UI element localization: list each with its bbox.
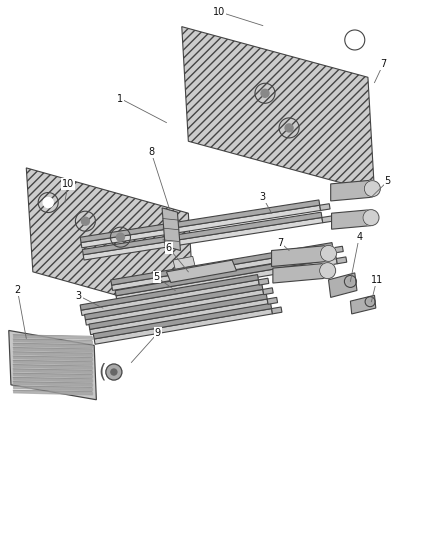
Text: (: ( [98, 362, 106, 382]
Polygon shape [90, 299, 268, 335]
Polygon shape [272, 307, 282, 314]
Text: 11: 11 [371, 275, 383, 285]
Polygon shape [111, 243, 333, 285]
Circle shape [347, 278, 353, 285]
Text: 1: 1 [117, 94, 124, 103]
Circle shape [364, 181, 380, 197]
Polygon shape [81, 280, 259, 316]
Polygon shape [85, 284, 263, 320]
Text: 5: 5 [385, 176, 391, 186]
Polygon shape [350, 295, 376, 314]
Polygon shape [82, 212, 322, 255]
Polygon shape [333, 246, 343, 253]
Text: 10: 10 [62, 179, 74, 189]
Polygon shape [332, 209, 371, 229]
Polygon shape [263, 288, 273, 295]
Circle shape [367, 299, 373, 304]
Polygon shape [26, 168, 195, 317]
Polygon shape [258, 278, 269, 285]
Circle shape [111, 369, 117, 375]
Polygon shape [162, 208, 180, 251]
Polygon shape [273, 263, 328, 283]
Circle shape [350, 35, 360, 45]
Polygon shape [267, 297, 278, 304]
Text: 6: 6 [166, 243, 172, 253]
Polygon shape [80, 200, 320, 243]
Polygon shape [83, 217, 323, 260]
Polygon shape [328, 273, 357, 297]
Circle shape [81, 217, 89, 225]
Text: 3: 3 [76, 291, 82, 301]
Polygon shape [322, 216, 332, 223]
Circle shape [285, 124, 293, 132]
Polygon shape [93, 303, 272, 339]
Polygon shape [173, 256, 195, 269]
Text: 9: 9 [155, 328, 161, 338]
Text: 8: 8 [148, 147, 154, 157]
Polygon shape [272, 245, 328, 266]
Polygon shape [115, 253, 336, 296]
Polygon shape [331, 180, 372, 201]
Polygon shape [182, 27, 374, 192]
Text: 4: 4 [356, 232, 362, 242]
Text: 10: 10 [213, 7, 225, 17]
Circle shape [320, 263, 336, 279]
Text: 7: 7 [380, 59, 386, 69]
Text: 7: 7 [277, 238, 283, 247]
Polygon shape [9, 330, 96, 400]
Polygon shape [94, 309, 272, 344]
Text: 5: 5 [154, 272, 160, 282]
Polygon shape [112, 248, 334, 290]
Text: 2: 2 [14, 286, 21, 295]
Polygon shape [81, 205, 321, 248]
Polygon shape [85, 289, 264, 325]
Circle shape [117, 233, 124, 241]
Polygon shape [89, 294, 267, 329]
Polygon shape [116, 259, 337, 301]
Polygon shape [336, 257, 347, 264]
Circle shape [43, 198, 53, 207]
Circle shape [106, 364, 122, 380]
Circle shape [321, 245, 336, 261]
Circle shape [261, 89, 269, 98]
Circle shape [363, 209, 379, 225]
Polygon shape [320, 204, 330, 211]
Text: 3: 3 [260, 192, 266, 202]
Polygon shape [166, 260, 237, 282]
Polygon shape [80, 274, 258, 310]
